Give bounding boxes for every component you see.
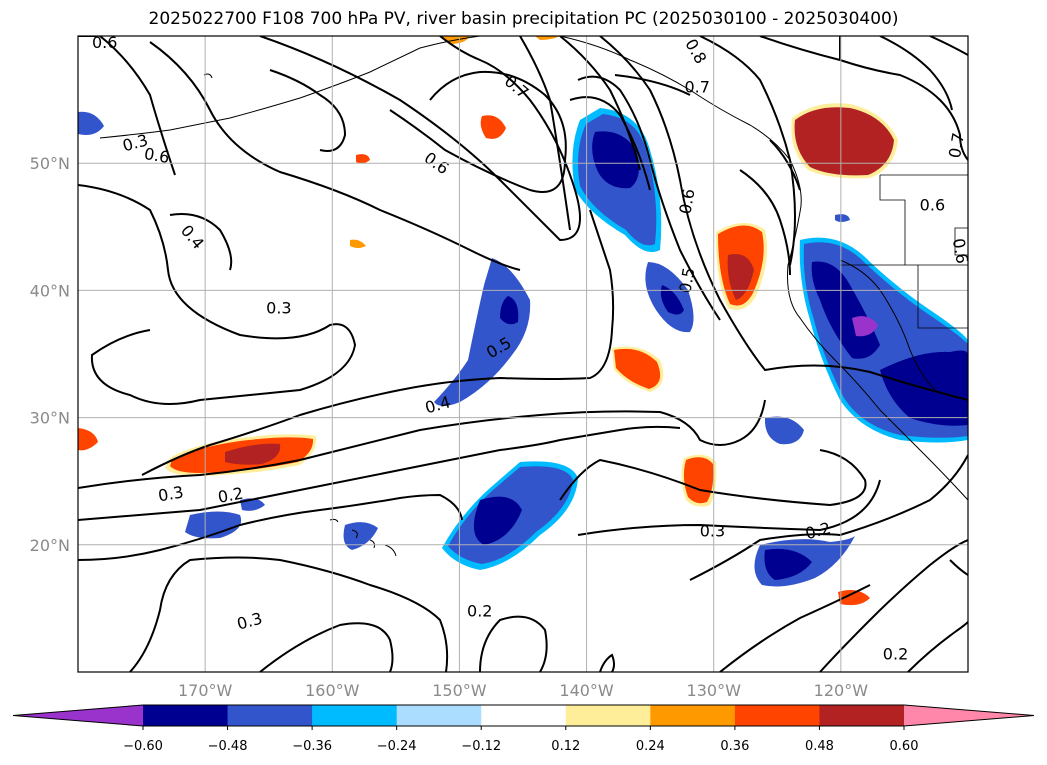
contour-label: 0.3 — [266, 299, 291, 318]
longitude-tick-labels: 170°W 160°W 150°W 140°W 130°W 120°W — [178, 681, 868, 700]
colorbar-segment — [312, 705, 398, 726]
colorbar-tick-label: 0.60 — [890, 739, 919, 754]
lon-tick-label: 170°W — [178, 681, 233, 700]
colorbar-tick-label: −0.12 — [461, 739, 501, 754]
lat-tick-label: 20°N — [30, 536, 70, 555]
colorbar-tick-label: 0.36 — [720, 739, 749, 754]
colorbar-tick-label: 0.24 — [636, 739, 665, 754]
colorbar: −0.60 −0.48 −0.36 −0.24 −0.12 0.12 0.24 0.36 0.4… — [12, 704, 1035, 754]
contour-label: 0.6 — [92, 33, 117, 52]
contour-label: 0.2 — [803, 518, 833, 543]
pv-contours — [78, 36, 968, 672]
contour-label: 0.6 — [143, 144, 171, 167]
colorbar-extend-low — [13, 705, 143, 726]
contour-label: 0.3 — [235, 609, 265, 634]
lon-tick-label: 120°W — [814, 681, 869, 700]
colorbar-tick-label: 0.12 — [551, 739, 580, 754]
colorbar-segment — [565, 705, 651, 726]
colorbar-segment — [227, 705, 313, 726]
lat-tick-label: 50°N — [30, 154, 70, 173]
lat-tick-label: 30°N — [30, 409, 70, 428]
contour-label: 0.6 — [949, 237, 972, 265]
contour-label: 0.8 — [681, 35, 710, 67]
graticule — [78, 36, 968, 672]
colorbar-tick-label: −0.48 — [208, 739, 248, 754]
lon-tick-label: 160°W — [305, 681, 360, 700]
colorbar-segment — [143, 705, 229, 726]
latitude-tick-labels: 20°N 30°N 40°N 50°N — [30, 154, 70, 555]
lon-tick-label: 140°W — [559, 681, 614, 700]
colorbar-extend-high — [904, 705, 1034, 726]
contour-label: 0.5 — [675, 266, 698, 294]
contour-label: 0.2 — [216, 484, 244, 507]
contour-label: 0.7 — [684, 77, 709, 96]
colorbar-tick-label: −0.36 — [292, 739, 332, 754]
contour-label: 0.6 — [675, 187, 698, 215]
lon-tick-label: 150°W — [432, 681, 487, 700]
contour-label: 0.4 — [423, 392, 453, 417]
colorbar-tick-label: −0.24 — [377, 739, 417, 754]
state-borders — [840, 174, 968, 329]
map-title: 2025022700 F108 700 hPa PV, river basin … — [148, 9, 899, 29]
map-frame — [77, 35, 969, 673]
colorbar-segment — [481, 705, 567, 726]
lon-tick-label: 130°W — [687, 681, 742, 700]
contour-label: 0.3 — [157, 482, 185, 505]
contour-label: 0.2 — [467, 601, 492, 620]
lat-tick-label: 40°N — [30, 281, 70, 300]
colorbar-segment — [396, 705, 482, 726]
colorbar-tick-label: 0.48 — [805, 739, 834, 754]
colorbar-segment — [734, 705, 820, 726]
colorbar-tick-label: −0.60 — [123, 739, 163, 754]
colorbar-segment — [819, 705, 905, 726]
contour-label: 0.4 — [177, 221, 208, 253]
contour-label: 0.7 — [945, 131, 968, 159]
contour-label: 0.6 — [920, 196, 945, 215]
contour-label: 0.3 — [700, 521, 725, 540]
colorbar-segment — [650, 705, 736, 726]
contour-label: 0.2 — [883, 645, 908, 664]
